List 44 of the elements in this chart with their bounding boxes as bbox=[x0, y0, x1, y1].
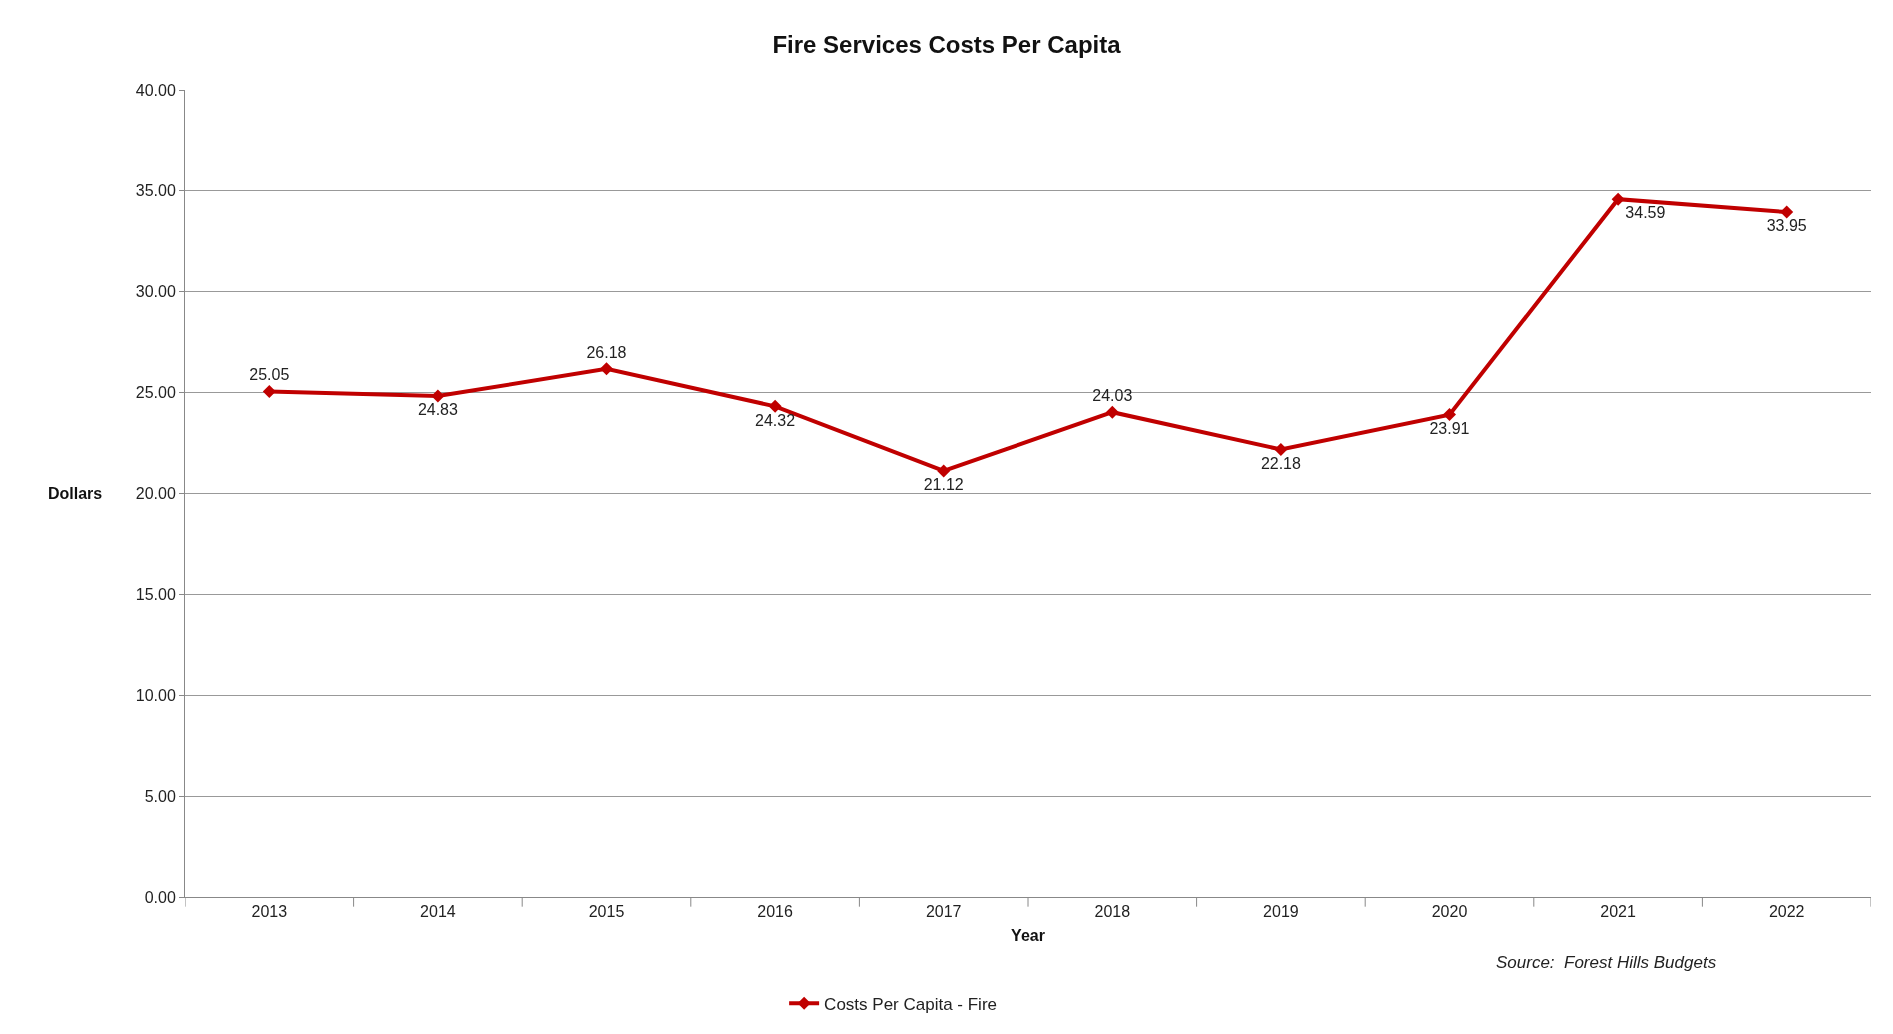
x-tick-label: 2015 bbox=[588, 903, 625, 921]
x-axis-title: Year bbox=[1011, 926, 1045, 944]
data-label: 21.12 bbox=[923, 476, 964, 494]
y-tick-label: 15.00 bbox=[135, 585, 176, 603]
point bbox=[1274, 443, 1288, 457]
data-label: 34.59 bbox=[1625, 204, 1666, 222]
point bbox=[768, 399, 782, 413]
y-tick-label: 30.00 bbox=[135, 283, 176, 301]
y-tick-label: 10.00 bbox=[135, 686, 176, 704]
data-label: 24.32 bbox=[755, 411, 796, 429]
y-tick-label: 0.00 bbox=[144, 888, 176, 906]
x-tick-label: 2021 bbox=[1600, 903, 1636, 921]
y-tick-label: 40.00 bbox=[135, 81, 176, 99]
data-label: 24.83 bbox=[417, 401, 459, 419]
point bbox=[937, 464, 951, 478]
x-tick-label: 2016 bbox=[757, 903, 793, 921]
x-tick-label: 2018 bbox=[1094, 903, 1131, 921]
y-axis-title: Dollars bbox=[48, 485, 103, 502]
x-tick-label: 2022 bbox=[1768, 903, 1805, 921]
source-note: Source: Forest Hills Budgets bbox=[1496, 953, 1717, 972]
x-tick-label: 2014 bbox=[420, 903, 456, 921]
data-label: 25.05 bbox=[249, 366, 290, 384]
y-tick-label: 35.00 bbox=[135, 182, 176, 200]
point bbox=[600, 362, 613, 376]
data-label: 24.03 bbox=[1092, 386, 1133, 404]
legend-label: Costs Per Capita - Fire bbox=[824, 994, 998, 1014]
chart-title: Fire Services Costs Per Capita bbox=[772, 30, 1122, 58]
data-label: 26.18 bbox=[586, 343, 627, 361]
x-tick-label: 2013 bbox=[251, 903, 288, 921]
y-tick-label: 5.00 bbox=[144, 787, 176, 805]
data-label: 23.91 bbox=[1429, 419, 1470, 437]
data-label: 33.95 bbox=[1766, 217, 1807, 235]
y-tick-label: 25.00 bbox=[135, 384, 176, 402]
point bbox=[262, 385, 276, 399]
x-tick-label: 2020 bbox=[1431, 903, 1468, 921]
x-tick-label: 2017 bbox=[925, 903, 962, 921]
point bbox=[431, 389, 445, 403]
point bbox=[1611, 192, 1625, 206]
point bbox=[1780, 205, 1794, 219]
point bbox=[1105, 405, 1119, 419]
x-tick-label: 2019 bbox=[1263, 903, 1299, 921]
data-label: 22.18 bbox=[1260, 454, 1302, 472]
y-tick-label: 20.00 bbox=[135, 485, 176, 503]
point bbox=[1443, 408, 1456, 422]
